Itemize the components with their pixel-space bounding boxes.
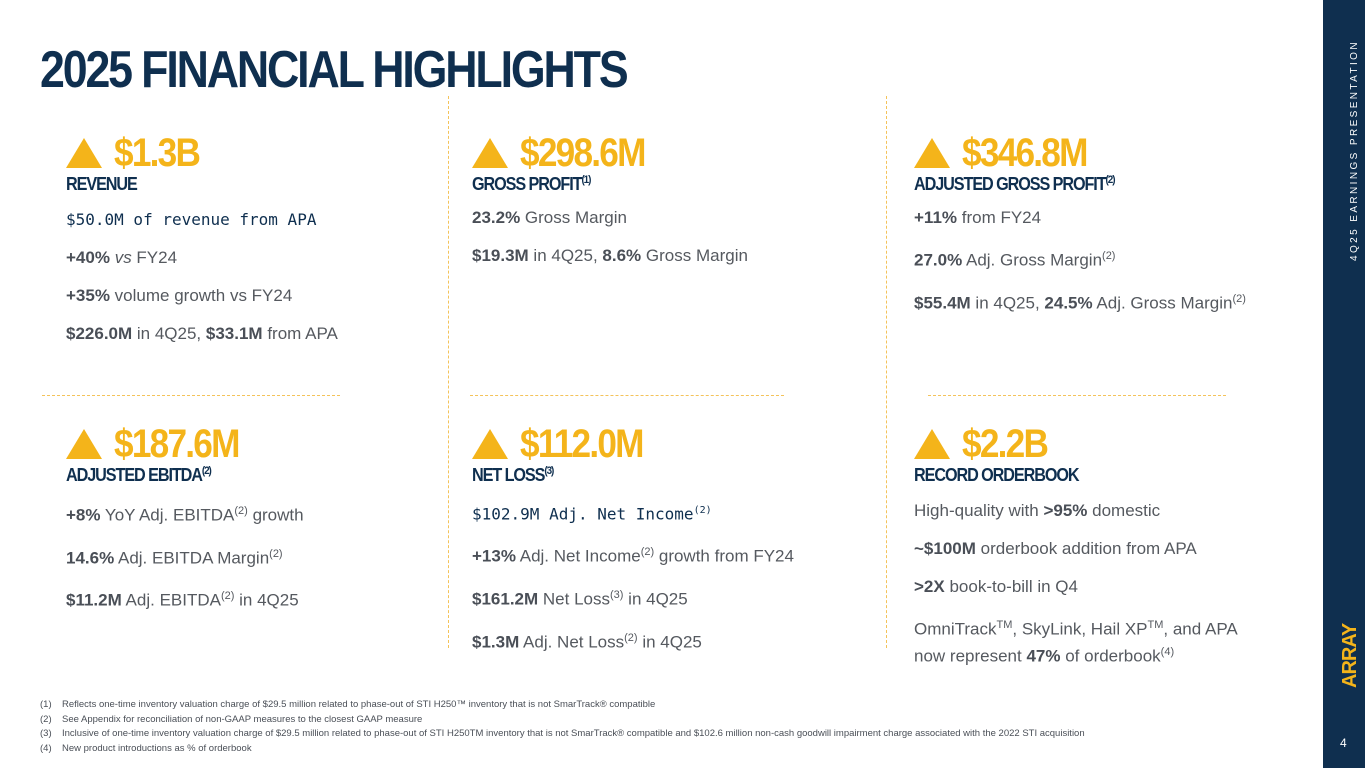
metric-line: $19.3M in 4Q25, 8.6% Gross Margin [472, 246, 748, 265]
metric-line: 14.6% Adj. EBITDA Margin(2) [66, 547, 283, 568]
up-triangle-icon [472, 429, 508, 459]
metric-label: ADJUSTED GROSS PROFIT(2) [914, 174, 1115, 194]
metric-value: $2.2B [962, 421, 1049, 466]
divider-vertical-1 [448, 96, 449, 648]
up-triangle-icon [472, 138, 508, 168]
metric-line: +11% from FY24 [914, 208, 1042, 227]
metric-value: $1.3B [114, 130, 201, 175]
metric-adjusted-gross-profit: $346.8M ADJUSTED GROSS PROFIT(2) +11% fr… [914, 130, 1246, 330]
metric-value: $346.8M [962, 130, 1088, 175]
presentation-label: 4Q25 EARNINGS PRESENTATION [1349, 40, 1360, 261]
metric-record-orderbook: $2.2B RECORD ORDERBOOK High-quality with… [914, 421, 1238, 683]
footnote: (2) See Appendix for reconciliation of no… [40, 713, 423, 725]
footnote: (4) New product introductions as % of ord… [40, 742, 252, 754]
divider-horizontal-2 [470, 395, 784, 396]
footnotes: (1) Reflects one-time inventory valuation… [40, 698, 1085, 756]
divider-vertical-2 [886, 96, 887, 648]
metric-highlight: $102.9M Adj. Net Income(2) [472, 504, 712, 524]
up-triangle-icon [66, 138, 102, 168]
metric-label: RECORD ORDERBOOK [914, 465, 1080, 485]
metric-line: +40% vs FY24 [66, 248, 178, 267]
metric-line: $226.0M in 4Q25, $33.1M from APA [66, 324, 338, 343]
metric-label: GROSS PROFIT(1) [472, 174, 591, 194]
metric-value: $187.6M [114, 421, 240, 466]
up-triangle-icon [914, 429, 950, 459]
metric-line: +35% volume growth vs FY24 [66, 286, 293, 305]
metric-line: High-quality with >95% domestic [914, 501, 1161, 520]
divider-horizontal-3 [928, 395, 1226, 396]
metric-line: 27.0% Adj. Gross Margin(2) [914, 250, 1116, 270]
divider-horizontal-1 [42, 395, 340, 396]
metric-line: +13% Adj. Net Income(2) growth from FY24 [472, 546, 794, 566]
metric-value: $298.6M [520, 130, 646, 175]
metric-line: ~$100M orderbook addition from APA [914, 539, 1197, 558]
metric-line: >2X book-to-bill in Q4 [914, 577, 1078, 596]
up-triangle-icon [66, 429, 102, 459]
array-logo: ARRAY [1339, 623, 1361, 688]
metric-line: now represent 47% of orderbook(4) [914, 645, 1175, 666]
metric-line: 23.2% Gross Margin [472, 208, 627, 227]
metric-line: $161.2M Net Loss(3) in 4Q25 [472, 588, 688, 609]
sidebar [1323, 0, 1365, 768]
up-triangle-icon [914, 138, 950, 168]
page-number: 4 [1340, 736, 1347, 750]
metric-value: $112.0M [520, 421, 644, 466]
metric-adjusted-ebitda: $187.6M ADJUSTED EBITDA(2) +8% YoY Adj. … [66, 421, 304, 628]
metric-line: $1.3M Adj. Net Loss(2) in 4Q25 [472, 631, 702, 652]
metric-revenue: $1.3B REVENUE $50.0M of revenue from APA… [66, 130, 338, 361]
metric-net-loss: $112.0M NET LOSS(3) $102.9M Adj. Net Inc… [472, 421, 794, 669]
metric-line: $11.2M Adj. EBITDA(2) in 4Q25 [66, 590, 299, 610]
metric-line: $55.4M in 4Q25, 24.5% Adj. Gross Margin(… [914, 292, 1246, 313]
metric-highlight: $50.0M of revenue from APA [66, 210, 317, 229]
metric-label: ADJUSTED EBITDA(2) [66, 465, 212, 485]
footnote: (1) Reflects one-time inventory valuation… [40, 699, 656, 710]
metric-gross-profit: $298.6M GROSS PROFIT(1) 23.2% Gross Marg… [472, 130, 748, 283]
metric-label: NET LOSS(3) [472, 465, 554, 485]
metric-label: REVENUE [66, 174, 138, 194]
metric-line: OmniTrackTM, SkyLink, Hail XPTM, and APA [914, 619, 1238, 639]
page-title: 2025 FINANCIAL HIGHLIGHTS [40, 41, 629, 99]
footnote: (3) Inclusive of one-time inventory valua… [40, 728, 1085, 739]
metric-line: +8% YoY Adj. EBITDA(2) growth [66, 505, 304, 525]
